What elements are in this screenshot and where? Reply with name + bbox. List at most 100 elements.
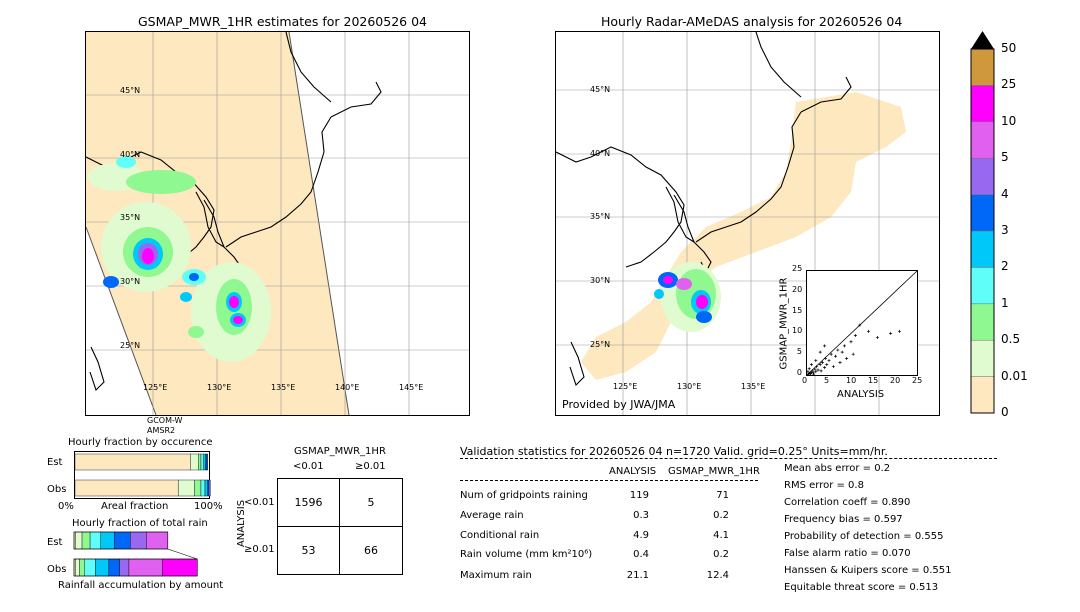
stat-gsmap-2: 4.1 [713, 530, 729, 541]
colorbar-label: 10 [1001, 113, 1017, 128]
stat-label-2: Conditional rain [460, 530, 540, 541]
col-gsmap-header: GSMAP_MWR_1HR [668, 466, 760, 477]
left-lat-label-30: 30°N [120, 277, 141, 286]
fraction-segment [208, 479, 211, 497]
scatter-point [831, 365, 835, 369]
scatter-plot [806, 270, 918, 376]
left-lat-label-25: 25°N [120, 341, 141, 350]
fraction-segment [108, 558, 120, 577]
fraction-segment [74, 453, 191, 471]
fraction-segment [81, 531, 91, 550]
colorbar-label: 4 [1001, 186, 1009, 201]
scatter-point [829, 352, 833, 356]
fraction-bar-outline [73, 558, 198, 577]
stat-gsmap-0: 71 [716, 490, 729, 501]
fraction-bar-outline [73, 531, 169, 550]
satellite-swath [86, 32, 349, 415]
stat-label-0: Num of gridpoints raining [460, 490, 588, 501]
scatter-point [889, 331, 893, 335]
colorbar-segment [970, 85, 995, 123]
stat-label-4: Maximum rain [460, 570, 532, 581]
total-rain-title: Hourly fraction of total rain [72, 518, 208, 529]
scatter-point [810, 369, 814, 373]
scatter-inset [806, 270, 918, 376]
occ-label-obs: Obs [47, 484, 67, 495]
occurrence-bars [74, 453, 211, 497]
cell-false-alarm: 5 [367, 496, 375, 509]
right-lat-label-35: 35°N [590, 212, 611, 221]
fraction-segment [130, 531, 147, 550]
scatter-point [840, 350, 844, 354]
scatter-point [809, 371, 813, 375]
scatter-point [819, 369, 823, 373]
scatter-ytick: 20 [792, 284, 803, 294]
stat-analysis-1: 0.3 [633, 510, 649, 521]
rain-label-obs: Obs [47, 564, 67, 575]
scatter-point [823, 366, 827, 370]
colorbar-segment [970, 376, 995, 414]
colorbar-segment [970, 339, 995, 377]
scatter-xtick: 25 [912, 376, 923, 385]
right-map-panel: 45°N 40°N 35°N 30°N 25°N 125°E 130°E 135… [555, 31, 940, 416]
scatter-point [812, 372, 816, 376]
colorbar-segment [970, 230, 995, 268]
left-map-svg [86, 32, 469, 415]
occ-tick-0: 0% [58, 501, 74, 512]
score-3: Frequency bias = 0.597 [784, 514, 903, 525]
data-credit: Provided by JWA/JMA [562, 398, 676, 411]
stat-gsmap-4: 12.4 [706, 570, 729, 581]
left-map-title: GSMAP_MWR_1HR estimates for 20260526 04 [138, 14, 427, 29]
score-2: Correlation coeff = 0.890 [784, 497, 911, 508]
fraction-segment [89, 531, 102, 550]
occurrence-title: Hourly fraction by occurence [68, 437, 213, 448]
scatter-point [814, 358, 818, 362]
fraction-segment [79, 558, 85, 577]
contingency-col-lt: <0.01 [293, 461, 324, 472]
colorbar-segment [970, 194, 995, 232]
colorbar-frame [970, 48, 995, 414]
left-rain-field [88, 156, 271, 362]
left-lat-label-40: 40°N [120, 150, 141, 159]
radar-coverage [581, 92, 906, 380]
contingency-row-lt: <0.01 [244, 497, 275, 508]
total-rain-chart [73, 531, 208, 578]
scatter-point [825, 363, 829, 367]
occ-tick-100: 100% [194, 501, 223, 512]
scatter-axes: 0 5 10 15 20 25 0 5 10 15 20 25 [792, 264, 922, 385]
fraction-segment [207, 479, 210, 497]
stat-gsmap-3: 0.2 [713, 549, 729, 560]
fraction-segment [75, 531, 83, 550]
right-lat-label-30: 30°N [590, 276, 611, 285]
scatter-point [818, 350, 822, 354]
colorbar-extend-arrow [971, 31, 994, 49]
fraction-segment [84, 558, 96, 577]
stat-label-1: Average rain [460, 510, 524, 521]
scatter-point [818, 363, 822, 367]
score-4: Probability of detection = 0.555 [784, 531, 944, 542]
fraction-segment [200, 479, 206, 497]
satellite-label: GCOM-W [147, 416, 183, 425]
rain-label-est: Est [47, 537, 63, 548]
coast-hokkaido [330, 81, 382, 118]
left-map-panel: 45°N 40°N 35°N 30°N 25°N 125°E 130°E 135… [85, 31, 470, 416]
scatter-point [858, 323, 862, 327]
fraction-segment [146, 531, 169, 550]
sensor-label: AMSR2 [147, 426, 176, 435]
left-lon-label-135: 135°E [271, 383, 296, 392]
score-5: False alarm ratio = 0.070 [784, 548, 911, 559]
colorbar-segment [970, 157, 995, 195]
occurrence-chart [74, 451, 211, 499]
colorbar-label: 5 [1001, 150, 1009, 165]
colorbar-segment [970, 267, 995, 305]
fraction-segment [194, 479, 202, 497]
stat-label-3: Rain volume (mm km²10⁶) [460, 549, 593, 560]
contingency-row-ge: ≥0.01 [244, 544, 275, 555]
scatter-point [836, 348, 840, 352]
fraction-segment [128, 558, 163, 577]
scatter-xtick: 20 [890, 376, 901, 385]
coast-taiwan [89, 346, 105, 392]
fraction-segment [75, 558, 80, 577]
scatter-ytick: 10 [792, 326, 803, 336]
score-0: Mean abs error = 0.2 [784, 463, 891, 474]
right-rain-field [654, 262, 721, 332]
